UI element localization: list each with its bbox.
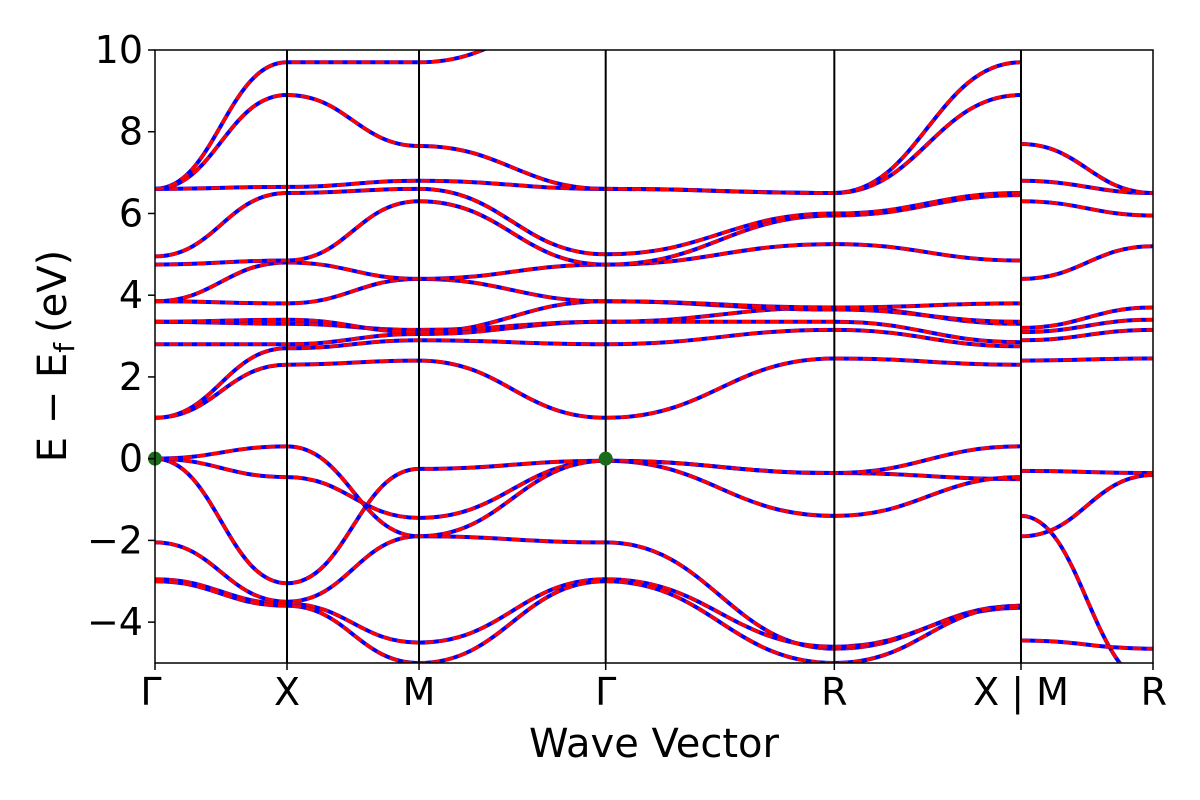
y-tick-label-3: 2	[119, 355, 143, 399]
band-line-red-17	[155, 50, 488, 191]
band-line-red-4	[155, 456, 1022, 586]
band-line-blue-15	[155, 93, 1022, 196]
plot-frame	[154, 49, 1154, 664]
y-tick-label-6: 8	[119, 110, 143, 154]
band-line-red-0	[155, 534, 1022, 651]
y-tick-label-7: 10	[95, 28, 143, 72]
band-line-red-15	[155, 93, 1022, 195]
band-line-red-12	[155, 242, 1022, 304]
band-line-red-25	[1020, 305, 1153, 330]
x-tick-label-2: M	[403, 670, 436, 714]
band-line-red-6	[155, 356, 1022, 420]
y-axis-label-main: E − E	[30, 353, 76, 463]
band-line-red-14	[155, 187, 1022, 259]
band-line-blue-20	[1020, 513, 1123, 663]
band-line-blue-6	[155, 356, 1022, 420]
x-tick-label-5: X | M	[973, 670, 1069, 715]
band-line-blue-17	[155, 50, 488, 191]
band-line-blue-2	[155, 579, 1022, 663]
band-line-blue-26	[1020, 244, 1153, 281]
x-tick-label-3: Γ	[595, 670, 616, 714]
band-line-red-26	[1020, 244, 1153, 281]
y-axis-label-unit: (eV)	[30, 250, 76, 333]
fermi-marker-1	[598, 451, 613, 466]
y-tick-label-2: 0	[119, 437, 143, 481]
x-tick-label-4: R	[821, 670, 847, 714]
bands-layer	[155, 50, 1153, 663]
y-axis-label-subscript: f	[48, 342, 81, 353]
x-axis-label: Wave Vector	[529, 721, 780, 767]
band-line-red-7	[155, 328, 1022, 420]
band-line-red-16	[155, 60, 1022, 195]
band-line-red-1	[155, 577, 1022, 649]
y-tick-label-0: −4	[87, 600, 143, 644]
band-line-red-21	[1020, 638, 1153, 651]
band-line-red-19	[1020, 473, 1153, 539]
band-line-red-22	[1020, 356, 1153, 363]
y-axis-ticks: −4 −2 0 2 4 6 8 10	[87, 28, 155, 644]
band-line-red-27	[1020, 199, 1153, 218]
y-tick-label-1: −2	[87, 518, 143, 562]
band-line-red-23	[1020, 328, 1153, 342]
x-axis-ticks: Γ X M Γ R X | M R	[140, 663, 1167, 715]
y-axis-label: E − Ef (eV)	[30, 250, 81, 463]
y-tick-label-5: 6	[119, 191, 143, 235]
band-line-blue-0	[155, 534, 1022, 651]
band-line-blue-1	[155, 577, 1022, 649]
y-tick-label-4: 4	[119, 273, 143, 317]
x-tick-label-6: R	[1141, 670, 1167, 714]
band-line-red-24	[1020, 317, 1153, 334]
x-tick-label-1: X	[274, 670, 300, 714]
high-symmetry-lines	[286, 50, 1022, 663]
band-line-red-18	[1020, 469, 1153, 475]
band-line-red-29	[1020, 142, 1153, 195]
x-tick-label-0: Γ	[140, 670, 161, 714]
band-line-red-20	[1020, 514, 1123, 663]
